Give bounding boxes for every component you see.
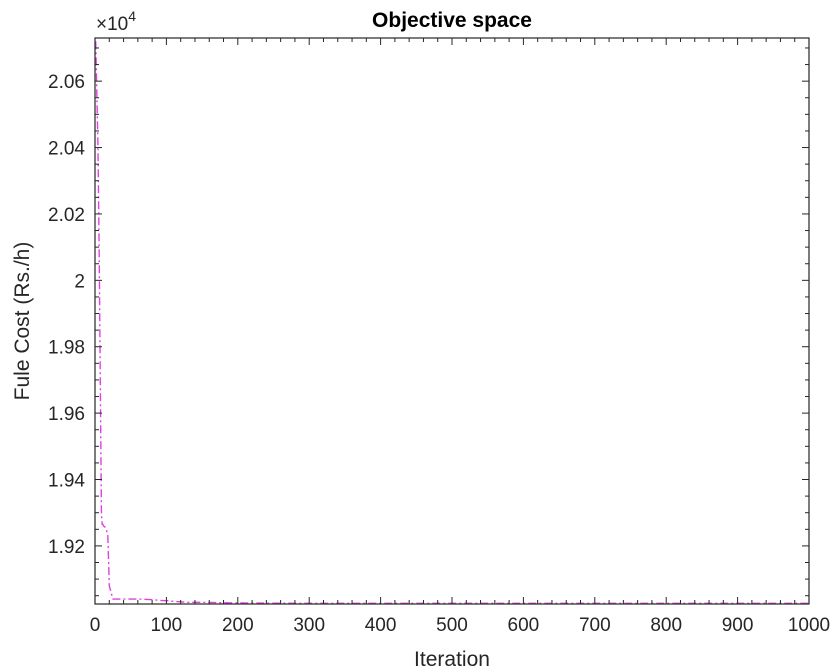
plot-frame <box>94 37 810 605</box>
x-tick-label: 100 <box>151 615 183 636</box>
x-tick-label: 500 <box>436 615 468 636</box>
y-tick-label: 1.98 <box>48 338 85 359</box>
y-axis-label: Fule Cost (Rs./h) <box>11 242 34 401</box>
y-tick-label: 2.04 <box>48 139 85 160</box>
x-tick-label: 200 <box>222 615 254 636</box>
y-tick-label: 2 <box>74 271 85 292</box>
x-tick-label: 400 <box>365 615 397 636</box>
x-tick-label: 700 <box>579 615 611 636</box>
y-exponent-label: ×104 <box>96 8 136 35</box>
y-tick-label: 2.02 <box>48 205 85 226</box>
x-axis-label: Iteration <box>414 648 490 671</box>
y-tick-label: 2.06 <box>48 72 85 93</box>
y-tick-label: 1.92 <box>48 537 85 558</box>
y-tick-label: 1.96 <box>48 404 85 425</box>
x-tick-label: 0 <box>90 615 101 636</box>
x-tick-label: 600 <box>508 615 540 636</box>
series-layer <box>95 41 809 605</box>
x-tick-label: 1000 <box>788 615 830 636</box>
chart-title: Objective space <box>372 9 532 32</box>
x-tick-label: 800 <box>650 615 682 636</box>
x-tick-label: 900 <box>722 615 754 636</box>
y-exponent-power: 4 <box>128 8 136 24</box>
plot-area <box>95 38 809 604</box>
y-exponent-base: ×10 <box>96 14 128 35</box>
x-tick-label: 300 <box>293 615 325 636</box>
series-line <box>95 41 809 605</box>
ticks-layer: 0 100 200 300 400 500 600 700 800 900 1000 1.92 1.94… <box>48 38 830 636</box>
y-tick-label: 1.94 <box>48 471 85 492</box>
